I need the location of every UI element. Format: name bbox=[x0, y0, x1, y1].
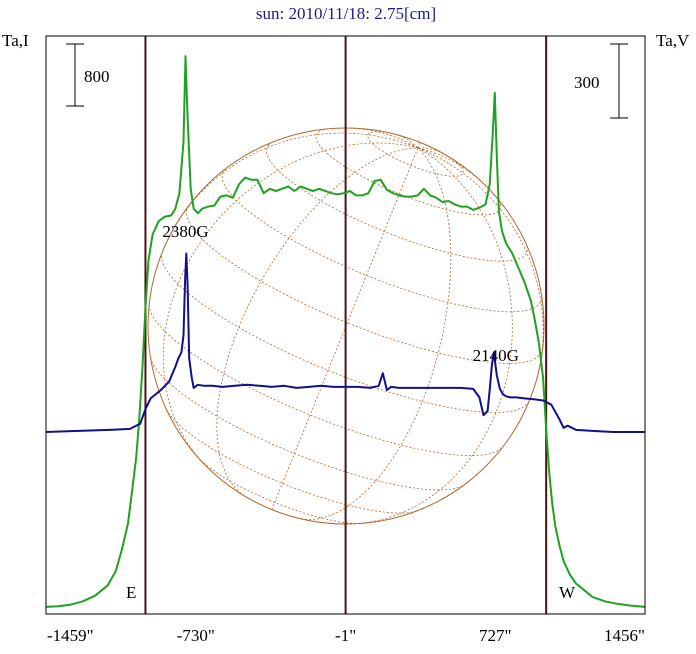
limb-label-west: W bbox=[559, 583, 576, 602]
x-tick-labels: -1459" -730" -1" 727" 1456" bbox=[47, 626, 645, 645]
x-tick-label: 727" bbox=[479, 626, 511, 645]
latitude-line bbox=[148, 305, 503, 456]
longitude-line bbox=[271, 147, 419, 510]
limb-label-east: E bbox=[126, 583, 136, 602]
latitude-line bbox=[315, 128, 502, 216]
chart-title: sun: 2010/11/18: 2.75[cm] bbox=[256, 4, 436, 23]
longitude-line bbox=[216, 147, 419, 497]
latitude-line bbox=[186, 205, 543, 364]
longitude-line bbox=[417, 147, 444, 154]
latitude-line bbox=[266, 141, 528, 262]
x-tick-label: -1459" bbox=[47, 626, 94, 645]
latitude-line bbox=[367, 131, 464, 177]
annotation-label: 2380G bbox=[162, 222, 208, 241]
y-right-label: Ta,V bbox=[656, 31, 690, 50]
latitude-line bbox=[197, 457, 362, 524]
y-left-label: Ta,I bbox=[2, 31, 29, 50]
scale-bar-right bbox=[610, 43, 628, 119]
scale-bar-right-label: 300 bbox=[574, 73, 600, 92]
plot-frame bbox=[45, 35, 646, 615]
x-tick-label: 1456" bbox=[604, 626, 645, 645]
longitude-line bbox=[162, 142, 419, 466]
longitude-line bbox=[417, 147, 481, 181]
latitude-line bbox=[150, 357, 465, 491]
series-line-ta-i bbox=[45, 55, 646, 608]
longitude-line bbox=[417, 142, 421, 149]
series-line-ta-v bbox=[45, 252, 645, 433]
annotations: 2380G 2140G bbox=[162, 222, 519, 365]
annotation-label: 2140G bbox=[473, 346, 519, 365]
x-tick-label: -730" bbox=[177, 626, 215, 645]
scale-bar-left bbox=[66, 43, 84, 107]
longitude-line bbox=[349, 147, 513, 525]
longitude-line bbox=[395, 134, 419, 149]
series-lines bbox=[45, 55, 646, 608]
scale-bar-left-label: 800 bbox=[84, 67, 110, 86]
latitude-line bbox=[221, 168, 543, 313]
x-tick-label: -1" bbox=[335, 626, 356, 645]
latitude-line bbox=[161, 251, 530, 413]
limb-and-center-lines bbox=[144, 36, 548, 614]
